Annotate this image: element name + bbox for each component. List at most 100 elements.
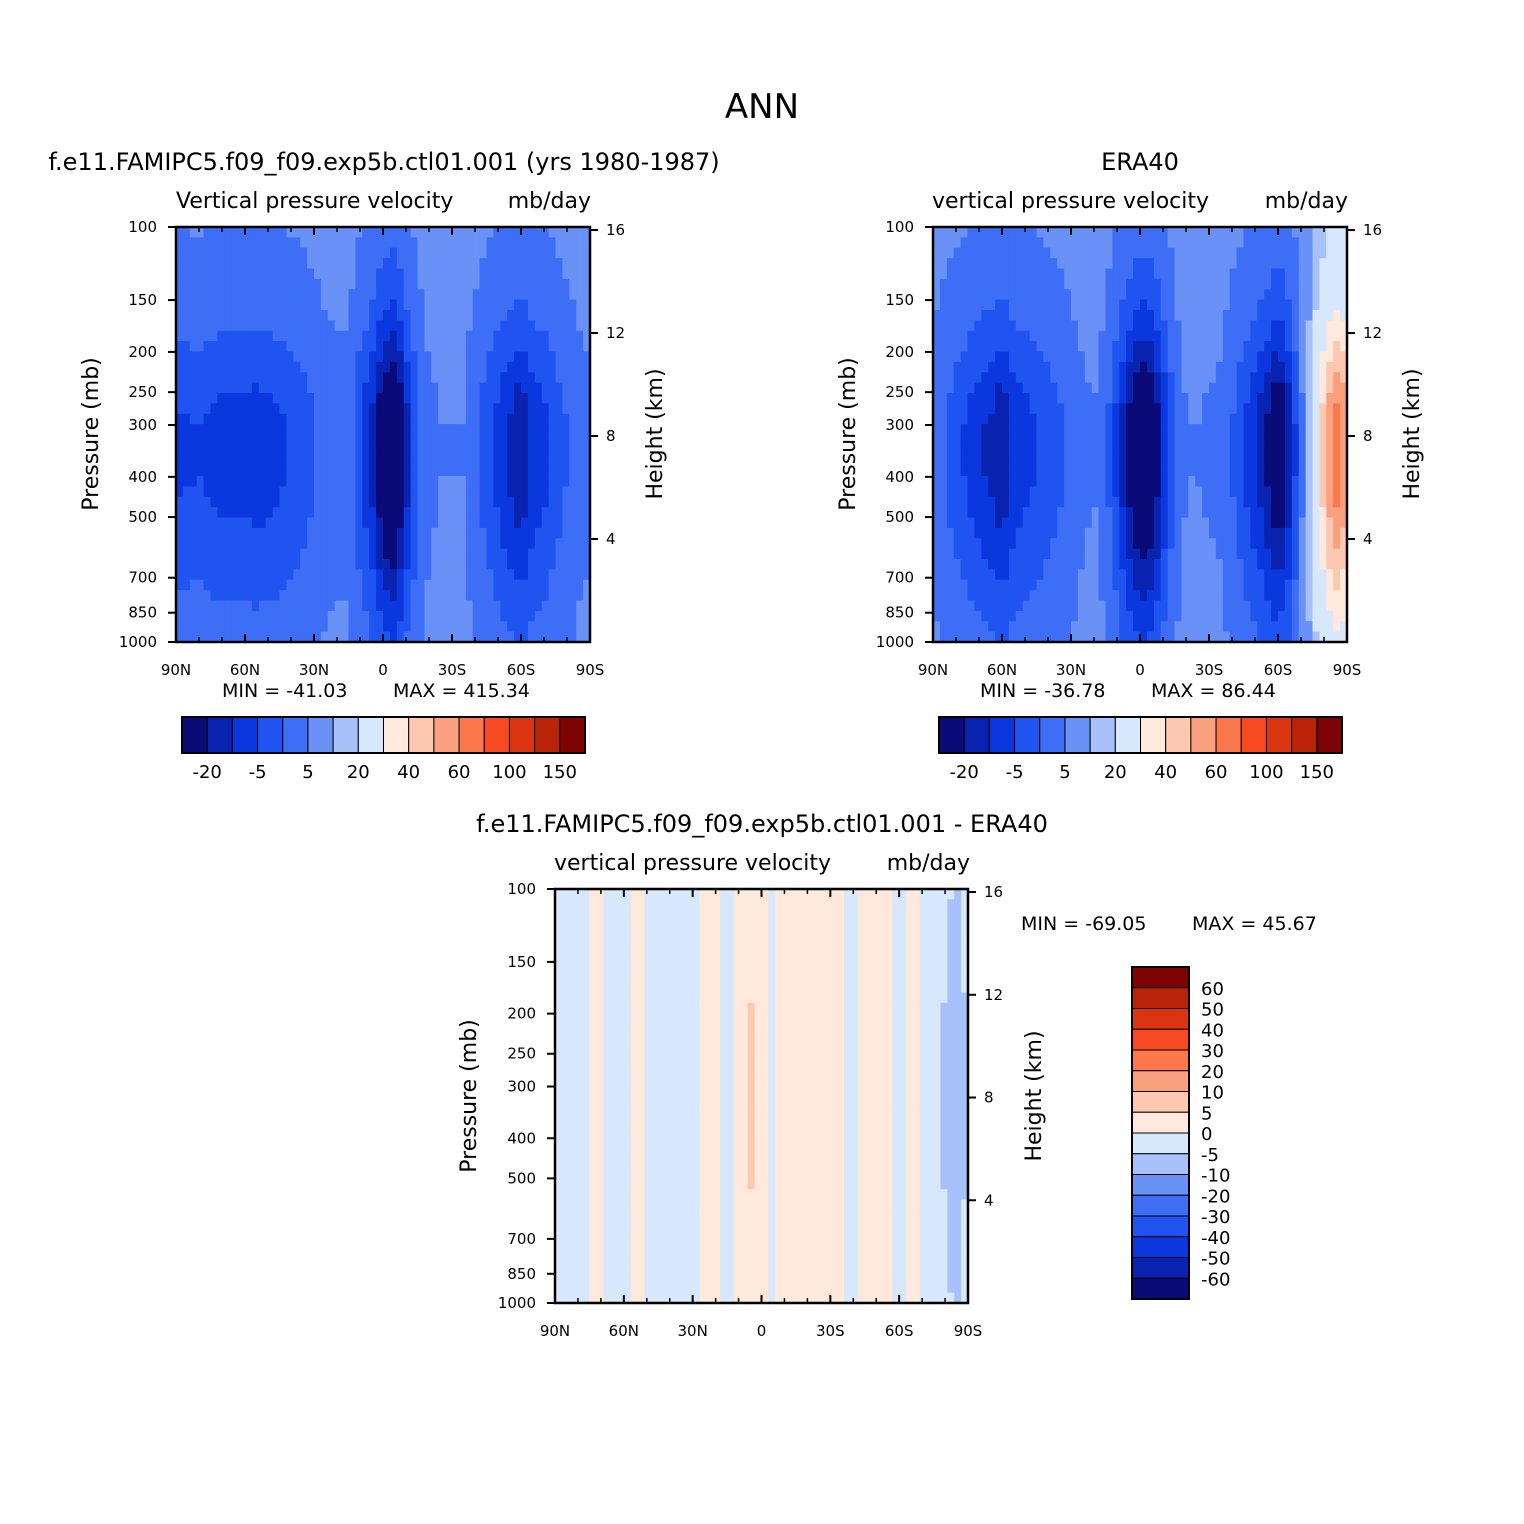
field-cell [1291, 289, 1300, 301]
field-cell [988, 372, 996, 384]
field-cell [1077, 372, 1086, 384]
field-cell [1319, 382, 1327, 394]
field-cell [1215, 310, 1224, 321]
field-cell [1312, 289, 1320, 301]
field-cell [362, 548, 370, 560]
field-cell [1333, 600, 1341, 612]
field-cell [417, 268, 425, 280]
field-cell [224, 268, 232, 280]
field-cell [1195, 527, 1203, 539]
field-cell [369, 559, 377, 570]
field-cell [396, 351, 405, 363]
field-cell [1112, 476, 1120, 487]
field-cell [465, 320, 474, 332]
field-cell [314, 486, 322, 498]
field-cell [465, 310, 474, 321]
field-cell [1084, 496, 1093, 508]
field-cell [286, 424, 294, 436]
field-cell [1326, 237, 1334, 249]
field-cell [279, 455, 287, 467]
field-cell [1326, 351, 1334, 363]
field-cell [1195, 361, 1203, 373]
field-cell [196, 517, 205, 529]
field-cell [1064, 351, 1072, 363]
field-cell [1215, 590, 1224, 602]
field-cell [389, 455, 398, 467]
field-cell [376, 444, 384, 456]
field-cell [479, 351, 488, 363]
field-cell [1043, 496, 1051, 508]
field-cell [458, 424, 467, 436]
field-cell [258, 403, 267, 415]
field-cell [341, 393, 350, 404]
field-cell [286, 403, 294, 415]
field-cell [396, 310, 405, 321]
field-cell [1146, 258, 1155, 270]
field-cell [1112, 527, 1120, 539]
field-cell [1181, 237, 1189, 249]
field-cell [348, 631, 356, 643]
field-cell [403, 507, 412, 519]
field-cell [1133, 496, 1141, 508]
field-cell [224, 341, 232, 353]
field-cell [472, 351, 481, 363]
field-cell [383, 579, 391, 591]
field-cell [265, 631, 274, 643]
field-cell [445, 237, 453, 249]
field-cell [583, 569, 591, 581]
field-cell [953, 486, 962, 498]
field-cell [1229, 496, 1238, 508]
field-cell [1057, 393, 1065, 404]
field-cell [458, 465, 467, 477]
field-cell [238, 548, 246, 560]
field-cell [182, 372, 191, 384]
field-cell [514, 590, 522, 602]
field-cell [514, 517, 522, 529]
field-cell [231, 424, 239, 436]
field-cell [238, 600, 246, 612]
panel-model: f.e11.FAMIPC5.f09_f09.exp5b.ctl01.001 (y… [48, 148, 719, 783]
field-cell [203, 538, 212, 550]
field-cell [479, 610, 488, 622]
field-cell [583, 382, 591, 394]
field-cell [1126, 486, 1134, 498]
field-cell [1043, 289, 1051, 301]
field-cell [521, 424, 529, 436]
field-cell [583, 361, 591, 373]
field-cell [1215, 507, 1224, 519]
field-cell [1195, 258, 1203, 270]
field-cell [265, 413, 274, 425]
field-cell [251, 372, 260, 384]
field-cell [1236, 310, 1245, 321]
field-cell [217, 320, 225, 332]
field-cell [527, 424, 536, 436]
field-cell [424, 351, 432, 363]
field-cell [541, 621, 550, 633]
field-cell [1084, 579, 1093, 591]
field-cell [1153, 486, 1162, 498]
field-cell [176, 444, 184, 456]
field-cell [245, 476, 253, 487]
field-cell [486, 434, 494, 446]
field-cell [314, 330, 322, 342]
field-cell [355, 621, 363, 633]
field-cell [1091, 237, 1100, 249]
field-cell [507, 268, 515, 280]
field-cell [251, 434, 260, 446]
field-cell [1284, 444, 1293, 456]
field-cell [1174, 610, 1182, 622]
field-cell [534, 476, 543, 487]
field-cell [1326, 413, 1334, 425]
field-cell [217, 579, 225, 591]
field-cell [176, 631, 184, 643]
field-cell [1077, 559, 1086, 570]
field-cell [514, 507, 522, 519]
field-cell [1071, 247, 1079, 259]
field-cell [362, 527, 370, 539]
field-cell [1022, 527, 1031, 539]
field-cell [245, 548, 253, 560]
field-cell [1153, 403, 1162, 415]
field-cell [521, 351, 529, 363]
field-cell [933, 278, 941, 290]
field-cell [1077, 258, 1086, 270]
